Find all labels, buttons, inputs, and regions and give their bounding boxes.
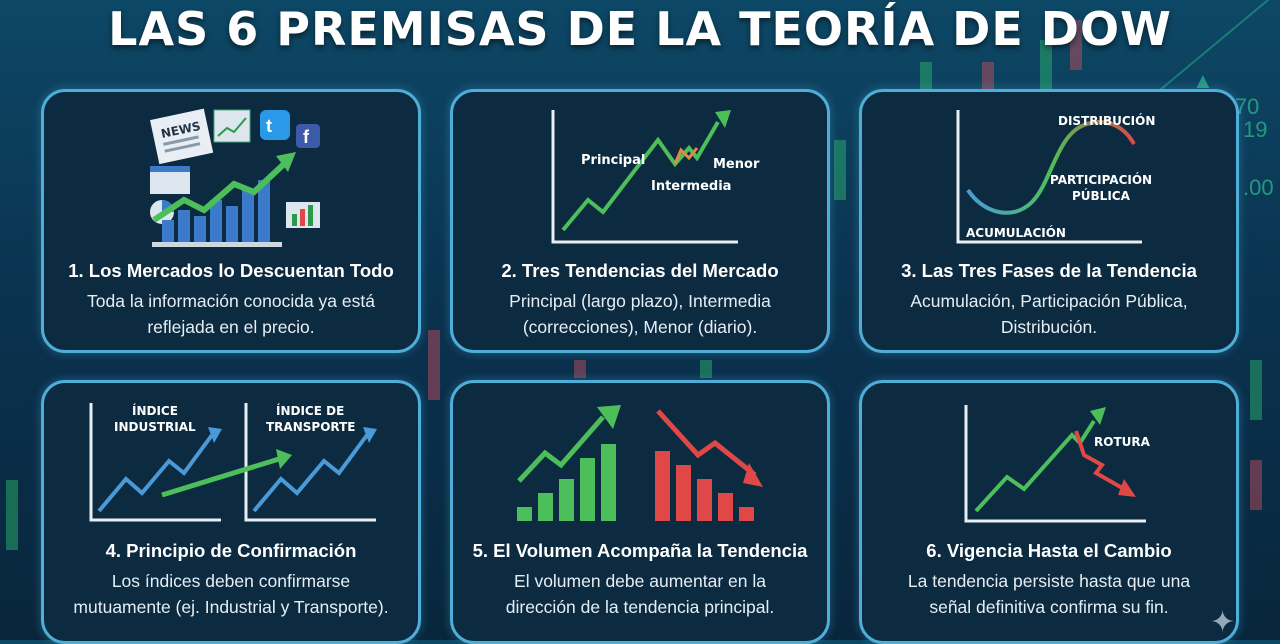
card-description: Principal (largo plazo), Intermedia (corr… [463,288,817,340]
volume-bar-down [697,479,712,521]
card-premise-5: 5. El Volumen Acompaña la Tendencia El v… [450,380,830,644]
description-line: Acumulación, Participación Pública, [910,291,1188,311]
volume-bar-up [559,479,574,521]
description-line: Toda la información conocida ya está [87,291,375,311]
volume-bar-down [739,507,754,521]
label-indice: ÍNDICE [132,403,178,418]
industrial-axes [89,403,221,522]
card-premise-2: Principal Intermedia Menor 2. Tres Tende… [450,89,830,353]
label-indice-de: ÍNDICE DE [276,403,344,418]
label-intermedia: Intermedia [651,179,731,194]
card-title: 1. Los Mercados lo Descuentan Todo [68,260,394,281]
description-line: mutuamente (ej. Industrial y Transporte)… [73,597,389,617]
ticker-value: 19 [1243,117,1268,142]
description-line: El volumen debe aumentar en la [514,571,766,591]
volume-bar-up [580,458,595,521]
description-line: Los índices deben confirmarse [111,571,351,591]
chart-axes [551,110,738,244]
description-line: señal definitiva confirma su fin. [929,597,1169,617]
chart-axes [956,110,1142,244]
volume-bar-down [718,493,733,521]
card-title: 6. Vigencia Hasta el Cambio [926,540,1172,561]
volume-bar-up [517,507,532,521]
browser-icon [150,166,190,194]
volume-bar-down [655,451,670,521]
label-principal: Principal [581,153,645,168]
card-title: 4. Principio de Confirmación [105,540,357,561]
label-participacion: PARTICIPACIÓN [1050,172,1152,187]
card-description: La tendencia persiste hasta que una señal… [872,568,1226,620]
label-rotura: ROTURA [1094,435,1151,449]
card-description: El volumen debe aumentar en la dirección … [463,568,817,620]
sparkle-icon: ✦ [1210,606,1236,639]
description-line: Principal (largo plazo), Intermedia [509,291,771,311]
news-market-illustration: NEWS t f [150,108,320,247]
ticker-value: .00 [1243,175,1274,200]
card-description: Los índices deben confirmarse mutuamente … [54,568,408,620]
page-title: LAS 6 PREMISAS DE LA TEORÍA DE DOW [108,2,1172,56]
description-line: reflejada en el precio. [147,317,315,337]
bar-chart-icon [286,202,320,228]
facebook-icon: f [296,124,320,148]
card-premise-1: NEWS t f 1. Los Mercados lo Descuentan T… [41,89,421,353]
card-premise-4: ÍNDICE INDUSTRIAL ÍNDICE DE TRANSPORTE 4… [41,380,421,644]
trend-phases-illustration: DISTRIBUCIÓN PARTICIPACIÓN PÚBLICA ACUMU… [956,110,1155,244]
chart-icon [213,109,251,143]
label-industrial: INDUSTRIAL [114,420,196,434]
confirmation-illustration: ÍNDICE INDUSTRIAL ÍNDICE DE TRANSPORTE [89,403,377,522]
card-title: 3. Las Tres Fases de la Tendencia [901,260,1197,281]
volume-illustration [517,405,763,521]
description-line: dirección de la tendencia principal. [505,597,775,617]
label-acumulacion: ACUMULACIÓN [966,225,1066,240]
card-description: Acumulación, Participación Pública, Distr… [872,288,1226,340]
card-description: Toda la información conocida ya está refl… [54,288,408,340]
chart-axes [964,405,1146,523]
twitter-icon: t [260,110,290,140]
card-title: 5. El Volumen Acompaña la Tendencia [472,540,808,561]
trend-reversal-illustration: ROTURA [964,405,1151,523]
rising-bars [152,152,296,247]
card-premise-3: DISTRIBUCIÓN PARTICIPACIÓN PÚBLICA ACUMU… [859,89,1239,353]
label-distribucion: DISTRIBUCIÓN [1058,113,1155,128]
description-line: (correcciones), Menor (diario). [522,317,758,337]
label-menor: Menor [713,157,760,172]
svg-text:t: t [266,116,272,136]
svg-text:f: f [303,127,310,147]
trend-line [561,120,720,232]
card-title: 2. Tres Tendencias del Mercado [501,260,779,281]
description-line: Distribución. [1000,317,1098,337]
label-transporte: TRANSPORTE [266,420,355,434]
label-publica: PÚBLICA [1072,188,1131,203]
description-line: La tendencia persiste hasta que una [907,571,1191,591]
phase-curve [966,120,1136,215]
newspaper-icon: NEWS [150,108,214,165]
three-trends-illustration: Principal Intermedia Menor [551,110,760,244]
volume-bar-up [601,444,616,521]
volume-bar-up [538,493,553,521]
volume-bar-down [676,465,691,521]
transport-axes [244,403,376,522]
card-premise-6: ROTURA 6. Vigencia Hasta el Cambio La te… [859,380,1239,644]
